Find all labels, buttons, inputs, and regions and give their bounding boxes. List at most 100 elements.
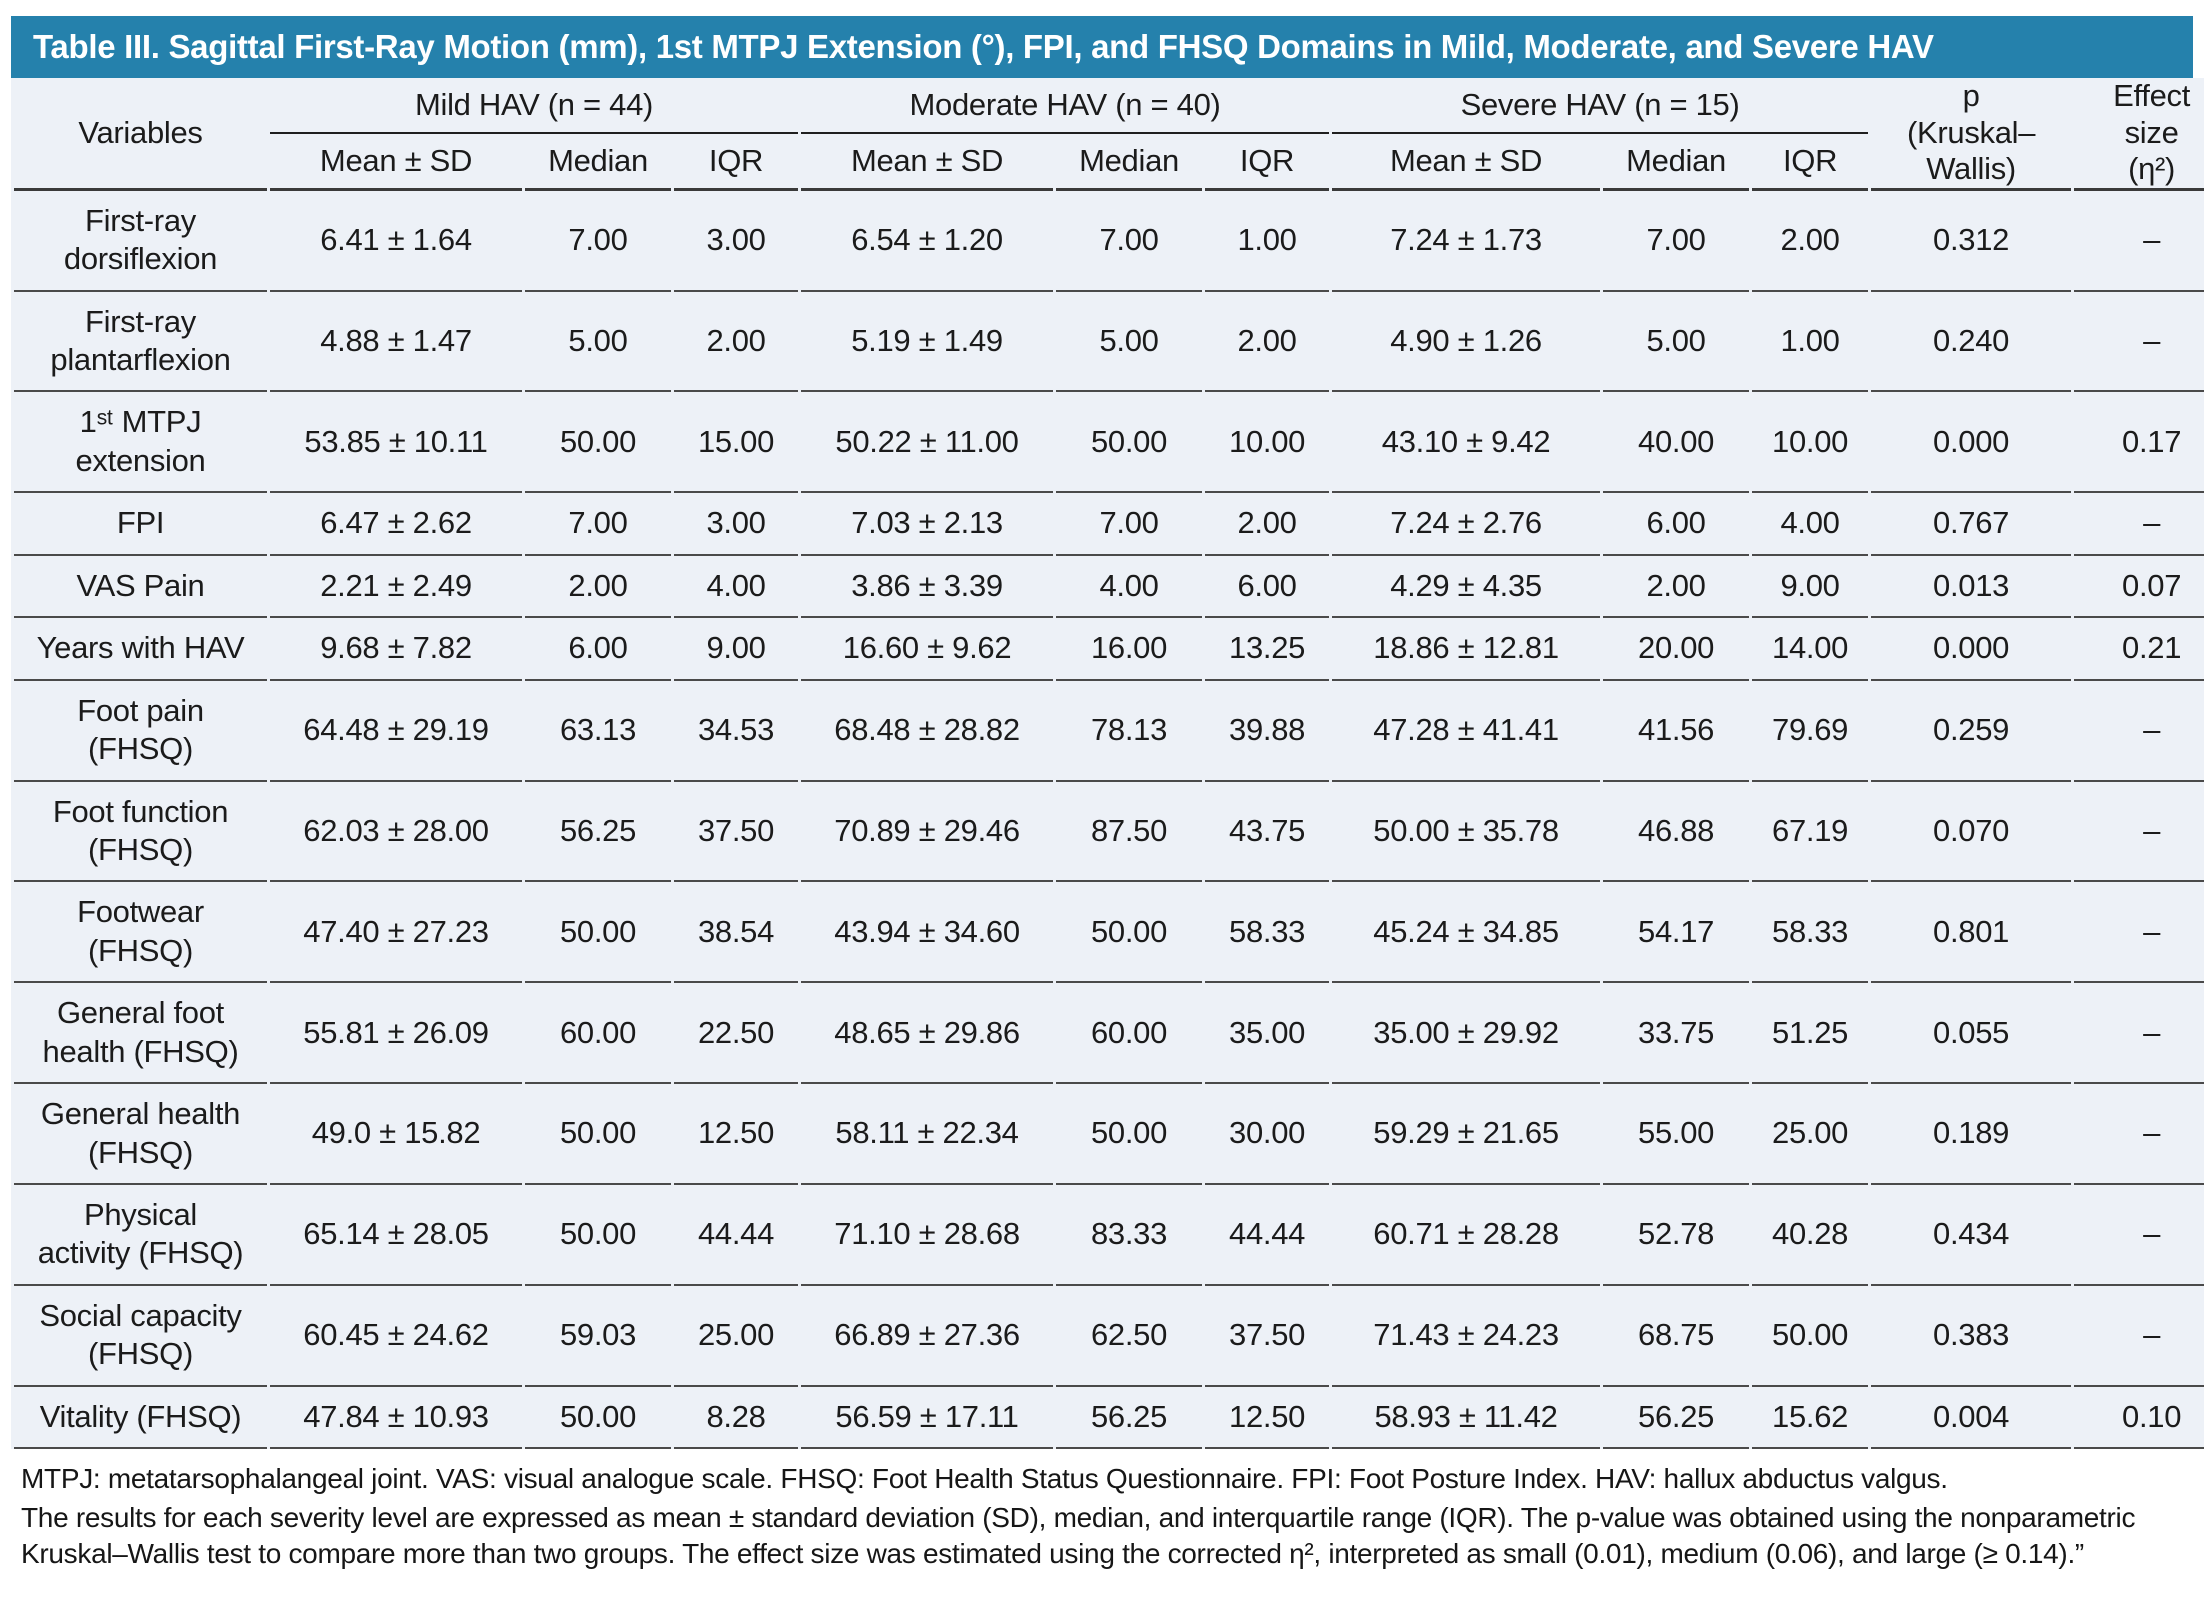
p-value-cell: 0.312 (1871, 190, 2072, 292)
results-table: Variables Mild HAV (n = 44) Moderate HAV… (11, 78, 2204, 1450)
iqr-cell: 2.00 (674, 291, 799, 393)
iqr-cell: 2.00 (1752, 190, 1869, 292)
table-row: Footwear (FHSQ) 47.40 ± 27.23 50.00 38.5… (14, 882, 2204, 984)
column-header-iqr: IQR (1205, 133, 1330, 191)
mean-sd-cell: 48.65 ± 29.86 (801, 983, 1054, 1085)
mean-sd-cell: 47.40 ± 27.23 (270, 882, 522, 984)
iqr-cell: 40.28 (1752, 1185, 1869, 1286)
variable-label: Years with HAV (14, 618, 267, 681)
column-header-mean-sd: Mean ± SD (801, 133, 1054, 191)
effect-size-cell: 0.07 (2074, 555, 2204, 619)
iqr-cell: 4.00 (1752, 493, 1869, 556)
iqr-cell: 38.54 (674, 882, 799, 984)
p-value-cell: 0.240 (1871, 291, 2072, 393)
table-body: First-ray dorsiflexion 6.41 ± 1.64 7.00 … (14, 190, 2204, 1450)
mean-sd-cell: 6.47 ± 2.62 (270, 493, 522, 556)
table-row: VAS Pain 2.21 ± 2.49 2.00 4.00 3.86 ± 3.… (14, 555, 2204, 619)
iqr-cell: 6.00 (1205, 555, 1330, 619)
mean-sd-cell: 58.93 ± 11.42 (1332, 1386, 1601, 1450)
iqr-cell: 3.00 (674, 190, 799, 292)
iqr-cell: 25.00 (674, 1285, 799, 1387)
mean-sd-cell: 64.48 ± 29.19 (270, 680, 522, 782)
iqr-cell: 15.00 (674, 392, 799, 494)
median-cell: 50.00 (525, 1185, 671, 1286)
variable-label: VAS Pain (14, 555, 267, 619)
median-cell: 4.00 (1056, 555, 1203, 619)
iqr-cell: 22.50 (674, 983, 799, 1085)
median-cell: 56.25 (1056, 1386, 1203, 1450)
variable-label: Physical activity (FHSQ) (14, 1185, 267, 1286)
median-cell: 63.13 (525, 680, 671, 782)
mean-sd-cell: 50.22 ± 11.00 (801, 392, 1054, 494)
table-row: Vitality (FHSQ) 47.84 ± 10.93 50.00 8.28… (14, 1386, 2204, 1450)
mean-sd-cell: 5.19 ± 1.49 (801, 291, 1054, 393)
iqr-cell: 3.00 (674, 493, 799, 556)
iqr-cell: 37.50 (1205, 1285, 1330, 1387)
median-cell: 7.00 (1056, 493, 1203, 556)
mean-sd-cell: 4.29 ± 4.35 (1332, 555, 1601, 619)
median-cell: 60.00 (1056, 983, 1203, 1085)
variable-label: General health (FHSQ) (14, 1084, 267, 1186)
median-cell: 6.00 (525, 618, 671, 681)
effect-size-cell: 0.21 (2074, 618, 2204, 681)
iqr-cell: 34.53 (674, 680, 799, 782)
iqr-cell: 12.50 (674, 1084, 799, 1186)
iqr-cell: 39.88 (1205, 680, 1330, 782)
mean-sd-cell: 47.28 ± 41.41 (1332, 680, 1601, 782)
iqr-cell: 51.25 (1752, 983, 1869, 1085)
median-cell: 7.00 (525, 493, 671, 556)
median-cell: 50.00 (1056, 392, 1203, 494)
median-cell: 6.00 (1603, 493, 1750, 556)
table-row: Foot pain (FHSQ) 64.48 ± 29.19 63.13 34.… (14, 680, 2204, 782)
median-cell: 59.03 (525, 1285, 671, 1387)
effect-size-cell: – (2074, 781, 2204, 883)
table-row: FPI 6.47 ± 2.62 7.00 3.00 7.03 ± 2.13 7.… (14, 493, 2204, 556)
median-cell: 7.00 (525, 190, 671, 292)
median-cell: 54.17 (1603, 882, 1750, 984)
mean-sd-cell: 60.71 ± 28.28 (1332, 1185, 1601, 1286)
p-value-cell: 0.801 (1871, 882, 2072, 984)
column-header-p-value: p (Kruskal– Wallis) (1871, 78, 2072, 191)
effect-size-cell: – (2074, 983, 2204, 1085)
median-cell: 55.00 (1603, 1084, 1750, 1186)
column-header-iqr: IQR (1752, 133, 1869, 191)
mean-sd-cell: 70.89 ± 29.46 (801, 781, 1054, 883)
mean-sd-cell: 43.10 ± 9.42 (1332, 392, 1601, 494)
mean-sd-cell: 71.43 ± 24.23 (1332, 1285, 1601, 1387)
median-cell: 2.00 (525, 555, 671, 619)
p-value-cell: 0.189 (1871, 1084, 2072, 1186)
mean-sd-cell: 65.14 ± 28.05 (270, 1185, 522, 1286)
median-cell: 7.00 (1603, 190, 1750, 292)
p-value-cell: 0.000 (1871, 392, 2072, 494)
iqr-cell: 12.50 (1205, 1386, 1330, 1450)
iqr-cell: 1.00 (1752, 291, 1869, 393)
mean-sd-cell: 16.60 ± 9.62 (801, 618, 1054, 681)
median-cell: 50.00 (525, 1084, 671, 1186)
mean-sd-cell: 59.29 ± 21.65 (1332, 1084, 1601, 1186)
column-header-iqr: IQR (674, 133, 799, 191)
p-value-cell: 0.055 (1871, 983, 2072, 1085)
mean-sd-cell: 9.68 ± 7.82 (270, 618, 522, 681)
median-cell: 68.75 (1603, 1285, 1750, 1387)
table-row: Social capacity (FHSQ) 60.45 ± 24.62 59.… (14, 1285, 2204, 1387)
footnote-methods: The results for each severity level are … (21, 1501, 2136, 1570)
median-cell: 20.00 (1603, 618, 1750, 681)
variable-label: Foot pain (FHSQ) (14, 680, 267, 782)
mean-sd-cell: 6.54 ± 1.20 (801, 190, 1054, 292)
iqr-cell: 58.33 (1752, 882, 1869, 984)
iqr-cell: 58.33 (1205, 882, 1330, 984)
mean-sd-cell: 55.81 ± 26.09 (270, 983, 522, 1085)
column-header-variables: Variables (14, 78, 267, 191)
median-cell: 5.00 (1603, 291, 1750, 393)
mean-sd-cell: 43.94 ± 34.60 (801, 882, 1054, 984)
median-cell: 50.00 (1056, 882, 1203, 984)
table-row: Years with HAV 9.68 ± 7.82 6.00 9.00 16.… (14, 618, 2204, 681)
median-cell: 50.00 (525, 882, 671, 984)
footnotes: MTPJ: metatarsophalangeal joint. VAS: vi… (11, 1461, 2193, 1572)
mean-sd-cell: 68.48 ± 28.82 (801, 680, 1054, 782)
median-cell: 46.88 (1603, 781, 1750, 883)
median-cell: 33.75 (1603, 983, 1750, 1085)
variable-label: Vitality (FHSQ) (14, 1386, 267, 1450)
column-header-median: Median (1056, 133, 1203, 191)
mean-sd-cell: 4.88 ± 1.47 (270, 291, 522, 393)
